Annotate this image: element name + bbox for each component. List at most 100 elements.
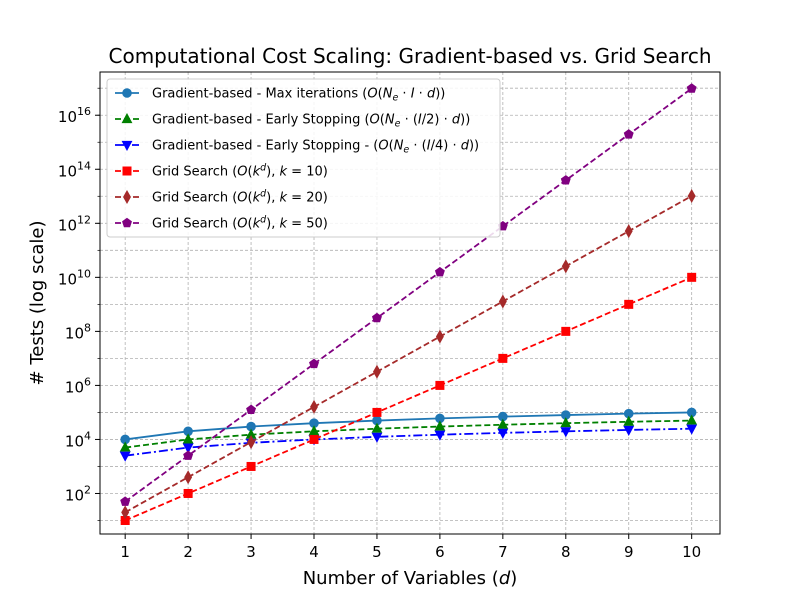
legend-marker xyxy=(121,140,133,152)
series-layer xyxy=(119,83,698,525)
y-tick-label-exponent: 8 xyxy=(84,321,91,334)
legend-label-part: ( xyxy=(389,139,394,154)
data-point xyxy=(372,364,381,379)
data-point xyxy=(434,420,446,431)
legend-label-part: k xyxy=(253,191,261,206)
y-tick-label-base: 10 xyxy=(65,378,84,396)
legend-label-part: N xyxy=(394,139,404,154)
legend-label-part: O xyxy=(378,139,388,154)
legend-label-part: e xyxy=(403,145,409,156)
x-tick-label: 2 xyxy=(183,543,193,561)
legend-label: Grid Search (O(kd), k = 10) xyxy=(152,163,328,180)
data-point xyxy=(182,443,194,454)
y-tick-label-base: 10 xyxy=(58,216,77,234)
data-point xyxy=(247,435,256,450)
data-point xyxy=(182,433,194,444)
legend-label-part: I xyxy=(418,113,422,128)
data-point xyxy=(246,404,257,415)
data-point xyxy=(687,188,696,204)
legend-label-part: k xyxy=(280,217,288,232)
x-tick-label: 4 xyxy=(309,543,319,561)
data-point xyxy=(119,451,131,462)
data-point xyxy=(498,353,508,363)
x-tick-label: 8 xyxy=(561,543,571,561)
series-line xyxy=(124,195,693,514)
legend-label-part: = 50) xyxy=(287,217,328,232)
x-tick-label: 1 xyxy=(120,543,130,561)
series-line xyxy=(124,276,693,522)
legend-label-part: · xyxy=(415,87,427,102)
legend-label-part: O xyxy=(367,87,377,102)
data-point xyxy=(246,461,256,471)
legend: Gradient-based - Max iterations (O(Ne · … xyxy=(106,78,501,238)
legend-marker xyxy=(122,88,132,98)
x-tick-label: 9 xyxy=(624,543,634,561)
legend-label-part: · ( xyxy=(409,139,426,154)
data-point xyxy=(561,326,571,336)
series-1 xyxy=(120,407,697,445)
y-tick-label-base: 10 xyxy=(58,108,77,126)
legend-label-part: d xyxy=(260,163,267,174)
legend-label-part: ( xyxy=(380,113,385,128)
data-point xyxy=(371,312,382,323)
data-point xyxy=(308,425,320,436)
x-tick-label: 5 xyxy=(372,543,382,561)
data-point xyxy=(121,505,130,520)
y-tick-label-base: 10 xyxy=(58,162,77,180)
legend-label-part: d xyxy=(461,139,470,154)
legend-label-part: k xyxy=(280,165,288,180)
data-point xyxy=(310,399,318,414)
legend-label-part: ( xyxy=(248,191,253,206)
y-tick-label-base: 10 xyxy=(65,486,84,504)
data-point xyxy=(434,266,445,277)
data-point xyxy=(371,422,383,433)
data-point xyxy=(623,129,634,139)
y-tick-label: 102 xyxy=(65,483,91,504)
x-axis-label: Number of Variables (d) xyxy=(303,568,518,589)
legend-label-part: e xyxy=(395,119,401,130)
data-point xyxy=(372,407,382,417)
legend-label-part: ), xyxy=(266,217,279,232)
data-point xyxy=(497,428,509,439)
data-point xyxy=(498,294,507,309)
y-tick-label-base: 10 xyxy=(65,324,84,342)
legend-marker xyxy=(122,166,132,176)
data-point xyxy=(561,259,570,274)
legend-label-part: ( xyxy=(248,217,253,232)
data-point xyxy=(686,414,698,425)
legend-label-part: ), xyxy=(266,165,279,180)
legend-label-part: d xyxy=(452,113,461,128)
legend-label: Gradient-based - Early Stopping - (O(Ne … xyxy=(152,139,479,156)
data-point xyxy=(624,224,633,239)
x-tick-label: 6 xyxy=(435,543,445,561)
series-4 xyxy=(120,272,697,525)
legend-label-part: )) xyxy=(469,139,479,154)
y-axis-label: # Tests (log scale) xyxy=(27,221,48,386)
data-point xyxy=(183,450,194,460)
legend-label: Gradient-based - Max iterations (O(Ne · … xyxy=(152,87,445,104)
data-point xyxy=(184,470,193,485)
legend-marker xyxy=(122,217,132,228)
x-tick-label: 7 xyxy=(498,543,508,561)
legend-label-part: · ( xyxy=(400,113,417,128)
data-point xyxy=(686,424,698,435)
legend-marker xyxy=(123,189,131,205)
legend-label-part: N xyxy=(385,113,395,128)
series-line xyxy=(125,419,692,449)
data-point xyxy=(119,441,131,452)
x-tick-label: 10 xyxy=(682,543,701,561)
legend-entry: Gradient-based - Early Stopping - (O(Ne … xyxy=(115,139,479,156)
y-tick-label-exponent: 4 xyxy=(84,429,91,442)
y-tick-label-exponent: 12 xyxy=(77,213,91,226)
legend-label-part: Grid Search ( xyxy=(152,165,237,180)
y-tick-label: 106 xyxy=(65,375,91,396)
data-point xyxy=(497,418,509,429)
legend-marker xyxy=(121,112,133,124)
legend-label-part: N xyxy=(383,87,393,102)
legend-label-part: Gradient-based - Max iterations ( xyxy=(152,87,367,102)
data-point xyxy=(560,175,571,185)
data-point xyxy=(560,417,572,428)
plot-frame xyxy=(99,71,721,535)
legend-label-part: k xyxy=(280,191,288,206)
